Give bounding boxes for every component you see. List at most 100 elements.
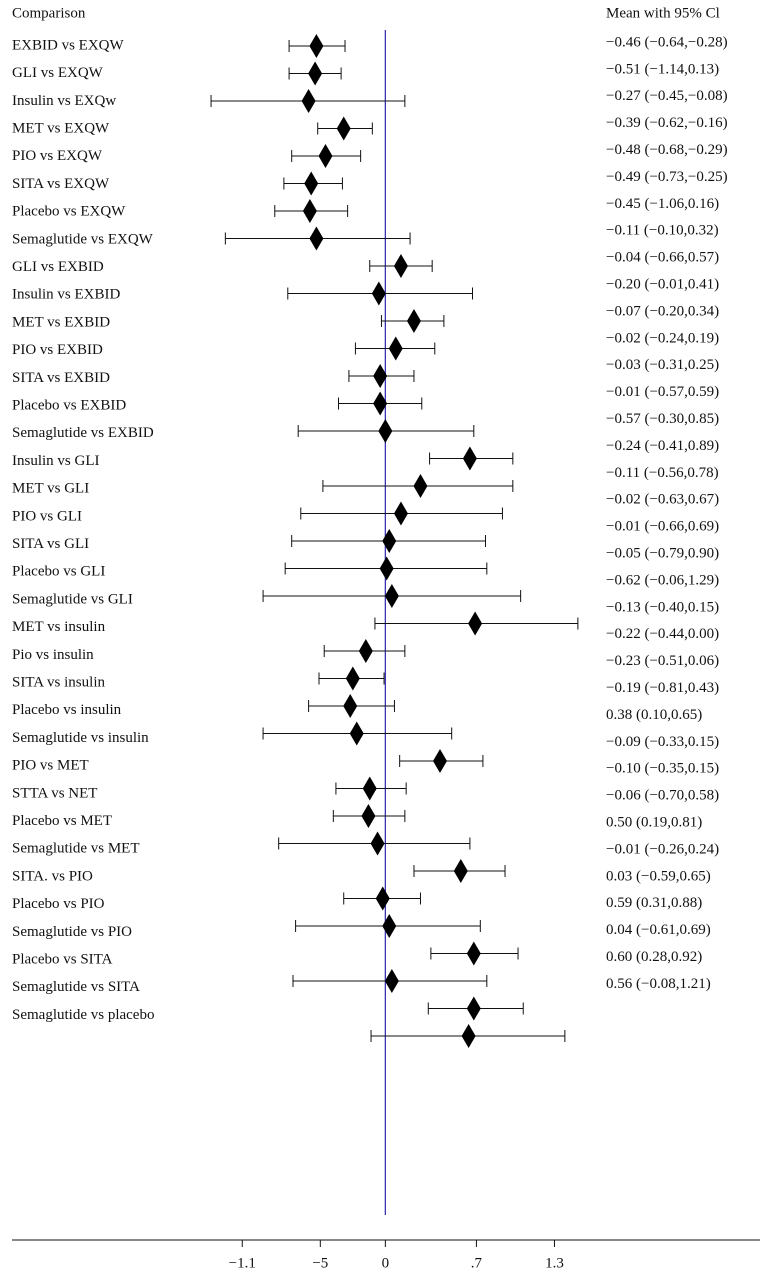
diamond: [309, 34, 324, 58]
diamond: [301, 89, 316, 113]
diamond: [466, 996, 481, 1021]
diamond: [384, 584, 399, 608]
row-label: Semaglutide vs placebo: [12, 1007, 154, 1023]
row-label: MET vs GLI: [12, 481, 89, 497]
row-label: Insulin vs EXBID: [12, 287, 121, 303]
diamond: [406, 309, 421, 333]
ci-text: −0.03 (−0.31,0.25): [606, 357, 719, 373]
ci-text: 0.56 (−0.08,1.21): [606, 976, 711, 992]
row-label: Insulin vs GLI: [12, 453, 100, 469]
ci-text: −0.01 (−0.57,0.59): [606, 384, 719, 400]
row-label: Semaglutide vs EXQW: [12, 231, 154, 247]
row-label: Semaglutide vs EXBID: [12, 425, 154, 441]
text-header: Mean with 95% Cl: [606, 5, 720, 21]
row-label: Semaglutide vs MET: [12, 841, 140, 857]
ci-text: −0.23 (−0.51,0.06): [606, 653, 719, 669]
row-label: SITA vs EXQW: [12, 176, 110, 192]
row-label: Semaglutide vs SITA: [12, 979, 140, 995]
x-tick-label: .7: [471, 1255, 483, 1271]
ci-text: −0.01 (−0.66,0.69): [606, 519, 719, 535]
row-label: Placebo vs EXQW: [12, 204, 126, 220]
ci-text: −0.06 (−0.70,0.58): [606, 788, 719, 804]
diamond: [378, 419, 393, 443]
row-label: Placebo vs insulin: [12, 702, 122, 718]
ci-text: −0.27 (−0.45,−0.08): [606, 88, 728, 104]
diamond: [371, 281, 386, 306]
ci-text: −0.39 (−0.62,−0.16): [606, 115, 728, 131]
ci-text: −0.22 (−0.44,0.00): [606, 626, 719, 642]
diamond: [382, 914, 397, 938]
diamond: [373, 364, 388, 388]
row-label: Placebo vs MET: [12, 813, 112, 829]
x-tick-label: 1.3: [545, 1255, 564, 1271]
diamond: [413, 474, 428, 498]
row-label: PIO vs GLI: [12, 508, 82, 524]
row-label: GLI vs EXBID: [12, 259, 104, 275]
row-label: Placebo vs SITA: [12, 952, 113, 968]
row-label: MET vs insulin: [12, 619, 106, 635]
diamond: [304, 171, 319, 196]
diamond: [393, 254, 408, 278]
ci-text: −0.49 (−0.73,−0.25): [606, 169, 728, 185]
row-label: Placebo vs EXBID: [12, 398, 126, 414]
row-label: SITA vs GLI: [12, 536, 89, 552]
x-tick-label: 0: [382, 1255, 390, 1271]
ci-text: −0.11 (−0.10,0.32): [606, 223, 719, 239]
diamond: [393, 501, 408, 526]
ci-text: −0.24 (−0.41,0.89): [606, 438, 719, 454]
ci-text: −0.20 (−0.01,0.41): [606, 277, 719, 293]
row-label: MET vs EXBID: [12, 314, 110, 330]
ci-text: −0.62 (−0.06,1.29): [606, 572, 719, 588]
ci-text: −0.02 (−0.63,0.67): [606, 492, 719, 508]
diamond: [308, 61, 323, 86]
ci-text: 0.50 (0.19,0.81): [606, 815, 702, 831]
diamond: [362, 776, 377, 801]
row-label: Semaglutide vs PIO: [12, 924, 132, 940]
x-tick-label: −1.1: [229, 1255, 256, 1271]
ci-text: 0.38 (0.10,0.65): [606, 707, 702, 723]
ci-text: −0.46 (−0.64,−0.28): [606, 34, 728, 50]
ci-text: −0.01 (−0.26,0.24): [606, 841, 719, 857]
x-tick-label: −5: [312, 1255, 328, 1271]
diamond: [382, 529, 397, 553]
diamond: [343, 694, 358, 718]
diamond: [379, 556, 394, 581]
ci-text: −0.19 (−0.81,0.43): [606, 680, 719, 696]
row-label: PIO vs MET: [12, 758, 89, 774]
diamond: [373, 391, 388, 416]
ci-text: −0.05 (−0.79,0.90): [606, 546, 719, 562]
diamond: [461, 1024, 476, 1048]
diamond: [468, 611, 483, 636]
ci-text: −0.11 (−0.56,0.78): [606, 465, 719, 481]
ci-text: 0.04 (−0.61,0.69): [606, 922, 711, 938]
ci-text: −0.45 (−1.06,0.16): [606, 196, 719, 212]
row-label: SITA vs EXBID: [12, 370, 110, 386]
diamond: [318, 144, 333, 168]
label-header: Comparison: [12, 5, 86, 21]
diamond: [349, 721, 364, 746]
diamond: [361, 804, 376, 828]
row-label: STTA vs NET: [12, 785, 97, 801]
row-label: Placebo vs PIO: [12, 896, 105, 912]
diamond: [370, 831, 385, 856]
diamond: [466, 941, 481, 966]
diamond: [432, 749, 447, 773]
diamond: [345, 666, 360, 691]
ci-text: −0.09 (−0.33,0.15): [606, 734, 719, 750]
ci-text: 0.59 (0.31,0.88): [606, 895, 702, 911]
ci-text: −0.57 (−0.30,0.85): [606, 411, 719, 427]
ci-text: −0.07 (−0.20,0.34): [606, 303, 719, 319]
ci-text: −0.51 (−1.14,0.13): [606, 61, 719, 77]
row-label: Pio vs insulin: [12, 647, 94, 663]
diamond: [302, 199, 317, 223]
row-label: PIO vs EXBID: [12, 342, 103, 358]
diamond: [462, 446, 477, 471]
diamond: [384, 969, 399, 993]
row-label: GLI vs EXQW: [12, 65, 104, 81]
row-label: PIO vs EXQW: [12, 148, 103, 164]
row-label: Insulin vs EXQw: [12, 93, 116, 109]
ci-text: −0.04 (−0.66,0.57): [606, 250, 719, 266]
diamond: [375, 886, 390, 911]
diamond: [453, 859, 468, 883]
